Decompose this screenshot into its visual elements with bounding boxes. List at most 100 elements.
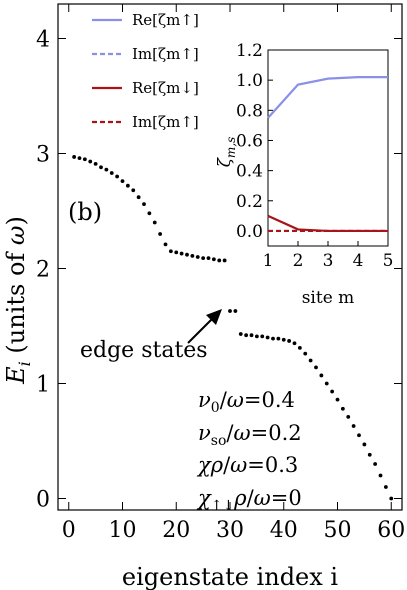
data-point xyxy=(185,252,189,257)
data-point xyxy=(281,337,286,342)
param-nuso: νso/ω=0.2 xyxy=(198,421,302,449)
data-point xyxy=(362,442,367,447)
inset-tick-labels: 1 2 3 4 5 0.0 0.2 0.4 0.6 0.8 1.0 1.2 xyxy=(236,41,393,271)
y-tick-label: 1 xyxy=(36,373,50,398)
inset-y-tick-label: 0.8 xyxy=(236,101,263,121)
data-point xyxy=(308,358,313,363)
data-point xyxy=(271,336,275,341)
annotation-arrow-head xyxy=(206,309,222,325)
inset-plot-frame xyxy=(267,49,389,247)
main-points xyxy=(72,155,394,501)
inset-y-tick-label: 0.2 xyxy=(236,192,263,212)
data-point xyxy=(131,188,136,193)
data-point xyxy=(147,211,152,216)
data-point xyxy=(335,397,340,402)
data-point xyxy=(104,167,109,172)
data-point xyxy=(357,433,361,438)
inset-x-tick-label: 1 xyxy=(263,251,274,271)
data-point xyxy=(254,334,259,339)
data-point xyxy=(163,242,168,247)
data-point xyxy=(206,256,211,261)
inset-y-tick-label: 0.4 xyxy=(236,162,263,182)
data-point xyxy=(351,424,356,428)
main-ticks xyxy=(58,4,402,510)
data-point xyxy=(222,258,227,263)
legend-entry: Im[ζm↑] xyxy=(132,113,199,131)
data-point xyxy=(340,406,345,411)
data-point xyxy=(72,155,77,159)
data-point xyxy=(228,309,232,313)
data-point xyxy=(174,250,179,255)
inset-y-tick-label: 0.0 xyxy=(236,222,263,242)
inset-y-axis-title: ζm,s xyxy=(215,137,238,168)
data-point xyxy=(330,389,335,394)
data-point xyxy=(378,473,383,478)
inset-lines xyxy=(267,76,388,233)
legend-entry: Re[ζm↓] xyxy=(132,79,199,97)
x-axis-title: eigenstate index i xyxy=(122,563,339,590)
data-point xyxy=(120,179,125,184)
param-chirho: χρ/ω=0.3 xyxy=(196,453,298,477)
data-point xyxy=(383,485,388,489)
data-point xyxy=(115,174,120,179)
inset-x-axis-title: site m xyxy=(302,288,355,308)
data-point xyxy=(346,414,351,419)
data-point xyxy=(158,232,163,236)
data-point xyxy=(244,333,249,338)
y-axis-title: Ei (units of ω) xyxy=(2,216,34,385)
data-point xyxy=(249,333,254,338)
inset-y-tick-label: 1.0 xyxy=(236,71,263,91)
parameter-list: ν0/ω=0.4 νso/ω=0.2 χρ/ω=0.3 χ↑↓ρ/ω=0 xyxy=(196,388,302,514)
data-point xyxy=(373,462,378,466)
data-point xyxy=(260,334,265,339)
data-point xyxy=(195,255,200,259)
x-tick-label: 20 xyxy=(162,518,190,543)
data-point xyxy=(82,157,87,162)
y-tick-label: 4 xyxy=(36,28,50,53)
data-point xyxy=(314,365,318,370)
data-point xyxy=(190,253,195,258)
x-tick-label: 0 xyxy=(62,518,76,543)
data-point xyxy=(276,336,281,341)
data-point xyxy=(292,341,297,346)
data-point xyxy=(109,171,114,175)
data-point xyxy=(168,249,173,254)
edge-states-annotation: edge states xyxy=(80,338,208,363)
inset-x-tick-label: 4 xyxy=(353,251,364,271)
data-point xyxy=(287,339,292,343)
data-point xyxy=(265,335,270,340)
data-point xyxy=(217,258,222,263)
data-point xyxy=(238,332,243,336)
legend: Re[ζm↑] Im[ζm↑] Re[ζm↓] Im[ζm↑] xyxy=(92,11,199,131)
data-point xyxy=(211,257,216,262)
inset-x-tick-label: 3 xyxy=(323,251,334,271)
data-point xyxy=(88,159,93,164)
data-point xyxy=(324,381,329,386)
data-point xyxy=(303,351,308,356)
x-tick-label: 50 xyxy=(324,518,352,543)
data-point xyxy=(142,202,146,207)
legend-entry: Re[ζm↑] xyxy=(132,11,199,29)
x-tick-label: 40 xyxy=(270,518,298,543)
data-point xyxy=(233,309,238,313)
param-chiupdown: χ↑↓ρ/ω=0 xyxy=(196,486,302,514)
panel-label: (b) xyxy=(68,198,102,226)
data-point xyxy=(93,161,98,166)
y-tick-label: 2 xyxy=(36,258,50,283)
data-point xyxy=(99,165,103,170)
inset-series-line xyxy=(267,76,388,119)
data-point xyxy=(297,345,302,350)
data-point xyxy=(367,452,372,457)
data-point xyxy=(319,373,324,378)
x-tick-label: 60 xyxy=(377,518,405,543)
x-tick-label: 30 xyxy=(216,518,244,543)
inset-x-tick-label: 5 xyxy=(383,251,394,271)
data-point xyxy=(125,183,130,188)
x-tick-label: 10 xyxy=(109,518,137,543)
inset-y-tick-label: 1.2 xyxy=(236,41,263,61)
y-tick-label: 0 xyxy=(36,488,50,513)
data-point xyxy=(136,195,141,200)
data-point xyxy=(179,251,184,256)
